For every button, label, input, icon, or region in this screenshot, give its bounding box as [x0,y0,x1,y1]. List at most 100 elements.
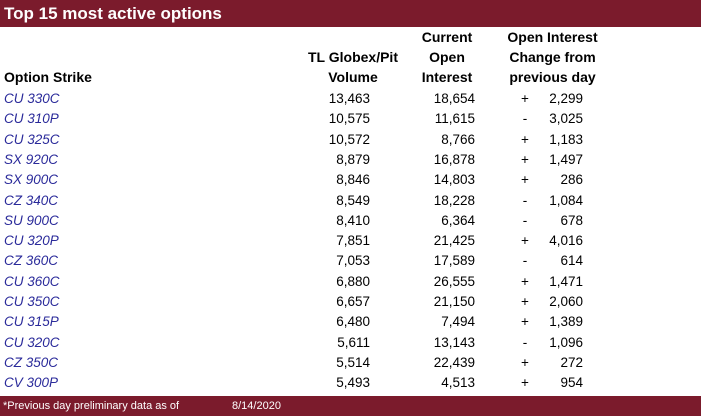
open-interest-cell: 21,150 [433,294,475,309]
strike-cell: SU 900C [4,212,59,228]
volume-cell: 5,611 [337,334,370,350]
change-cell: 4,016 [549,233,583,249]
change-cell: 286 [560,172,583,188]
footer-date: 8/14/2020 [232,400,281,412]
table-row: CZ 340C 8,549 18,228 - 1,084 [0,191,701,211]
volume-cell: 6,657 [336,294,370,309]
change-sign: + [521,294,529,309]
open-interest-cell: 17,589 [433,253,475,269]
volume-cell: 6,880 [336,273,370,289]
change-cell: 954 [560,375,583,391]
change-sign: - [522,212,528,228]
strike-cell: CU 310P [4,111,59,127]
table-row: CU 360C 6,880 26,555 +1,471 [0,272,701,292]
volume-cell: 7,851 [336,233,370,249]
volume-cell: 13,463 [328,91,370,106]
change-sign: + [521,131,529,147]
change-sign: + [521,233,529,249]
header-oi-line3: Interest [421,69,473,85]
strike-cell: CU 315P [4,314,59,330]
change-sign: - [522,111,528,127]
change-cell: 2,299 [549,91,583,106]
change-sign: - [522,192,528,208]
strike-cell: CV 300P [4,375,59,391]
open-interest-cell: 13,143 [433,334,475,350]
change-sign: - [522,334,528,350]
volume-cell: 10,575 [328,111,370,127]
table-title: Top 15 most active options [0,0,701,27]
header-chg-line3: previous day [509,69,596,85]
header-chg-line2: Change from [509,49,596,65]
table-row: CU 330C 13,463 18,654 +2,299 [0,89,701,109]
table-row: CU 320P 7,851 21,425 +4,016 [0,231,701,251]
open-interest-cell: 26,555 [433,273,475,289]
table-row: SX 900C 8,846 14,803 +286 [0,170,701,190]
header-volume-line1: TL Globex/Pit [308,49,398,65]
header-oi-line1: Current [421,29,473,45]
volume-cell: 8,410 [336,212,370,228]
volume-cell: 8,549 [336,192,370,208]
volume-cell: 8,879 [336,151,370,167]
change-cell: 1,084 [549,192,583,208]
header-volume-line2: Volume [328,69,378,85]
change-cell: 1,497 [549,151,583,167]
header-oi-line2: Open [429,49,465,65]
change-cell: 678 [560,212,583,228]
volume-cell: 10,572 [328,131,370,147]
change-sign: + [521,375,529,391]
change-cell: 1,471 [549,273,583,289]
change-sign: + [521,314,529,330]
open-interest-cell: 21,425 [433,233,475,249]
footer-bar: *Previous day preliminary data as of 8/1… [0,396,701,416]
open-interest-cell: 14,803 [433,172,475,188]
table-row: CU 315P 6,480 7,494 +1,389 [0,312,701,332]
open-interest-cell: 18,228 [433,192,475,208]
table-row: CZ 350C 5,514 22,439 +272 [0,353,701,373]
table-row: CV 300P 5,493 4,513 +954 [0,373,701,393]
open-interest-cell: 4,513 [441,375,475,391]
volume-cell: 6,480 [336,314,370,330]
table-row: CU 320C 5,611 13,143 - 1,096 [0,333,701,353]
strike-cell: CU 320C [4,334,60,350]
change-cell: 614 [560,253,583,269]
strike-cell: CU 325C [4,131,60,147]
change-cell: 1,389 [549,314,583,330]
header-volume: TL Globex/Pit Volume [293,47,413,87]
open-interest-cell: 8,766 [441,131,475,147]
open-interest-cell: 6,364 [441,212,475,228]
open-interest-cell: 11,615 [434,111,475,127]
change-sign: + [521,273,529,289]
change-cell: 1,096 [549,334,583,350]
table-row: CU 310P 10,575 11,615 - 3,025 [0,109,701,129]
volume-cell: 8,846 [336,172,370,188]
change-sign: - [522,253,528,269]
table-row: CU 350C 6,657 21,150 +2,060 [0,292,701,312]
strike-cell: CU 360C [4,273,60,289]
table-row: SX 920C 8,879 16,878 +1,497 [0,150,701,170]
open-interest-cell: 16,878 [433,151,475,167]
table-row: SU 900C 8,410 6,364 - 678 [0,211,701,231]
strike-cell: CU 350C [4,294,60,309]
volume-cell: 5,514 [336,354,370,370]
open-interest-cell: 18,654 [433,91,475,106]
volume-cell: 5,493 [336,375,370,391]
table-row: CZ 360C 7,053 17,589 - 614 [0,251,701,271]
open-interest-cell: 7,494 [441,314,475,330]
change-cell: 2,060 [549,294,583,309]
open-interest-cell: 22,439 [433,354,475,370]
change-cell: 3,025 [549,111,583,127]
change-sign: + [521,91,529,106]
change-sign: + [521,151,529,167]
header-open-interest: Current Open Interest [408,27,486,87]
strike-cell: CZ 360C [4,253,59,269]
strike-cell: CZ 340C [4,192,59,208]
strike-cell: CU 320P [4,233,59,249]
footer-note: *Previous day preliminary data as of [3,400,180,412]
strike-cell: SX 900C [4,172,59,188]
strike-cell: SX 920C [4,151,59,167]
strike-cell: CZ 350C [4,354,59,370]
change-cell: 272 [560,354,583,370]
strike-cell: CU 330C [4,91,60,106]
change-cell: 1,183 [549,131,583,147]
change-sign: + [521,354,529,370]
